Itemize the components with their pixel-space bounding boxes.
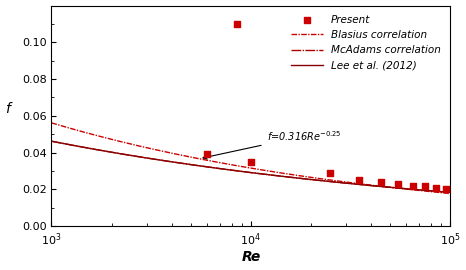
Present [409,184,417,188]
Line: Lee et al. (2012): Lee et al. (2012) [52,141,450,192]
Y-axis label: f: f [6,102,10,116]
Text: $f$=0.316$Re^{-0.25}$: $f$=0.316$Re^{-0.25}$ [203,129,342,159]
Line: Blasius correlation: Blasius correlation [52,123,450,194]
X-axis label: Re: Re [241,251,260,264]
Line: McAdams correlation: McAdams correlation [52,141,450,192]
Present [247,160,254,164]
Lee et al. (2012) [447,191,453,194]
Present [395,182,402,186]
Present [432,185,440,190]
Legend: Present, Blasius correlation, McAdams correlation, Lee et al. (2012): Present, Blasius correlation, McAdams co… [287,11,445,75]
Lee et al. (2012) [438,190,443,193]
Present [442,187,450,192]
Present [377,180,385,184]
Lee et al. (2012) [376,185,381,188]
Lee et al. (2012) [238,170,244,173]
McAdams correlation [447,191,453,194]
Lee et al. (2012) [240,170,246,173]
Present [356,178,363,183]
Lee et al. (2012) [49,140,55,143]
Lee et al. (2012) [264,173,270,176]
Blasius correlation [240,165,246,168]
Blasius correlation [447,192,453,195]
McAdams correlation [264,173,270,176]
Blasius correlation [264,169,270,173]
McAdams correlation [240,170,246,173]
McAdams correlation [376,185,381,188]
Blasius correlation [49,121,55,124]
Blasius correlation [286,173,292,176]
McAdams correlation [49,140,55,143]
McAdams correlation [438,190,443,193]
Blasius correlation [376,184,381,188]
McAdams correlation [238,170,244,173]
Blasius correlation [438,191,443,194]
Present [203,152,210,157]
Lee et al. (2012) [286,176,292,179]
Blasius correlation [238,165,244,168]
Present [327,171,334,175]
McAdams correlation [286,176,292,179]
Present [233,22,240,26]
Present [422,184,429,188]
